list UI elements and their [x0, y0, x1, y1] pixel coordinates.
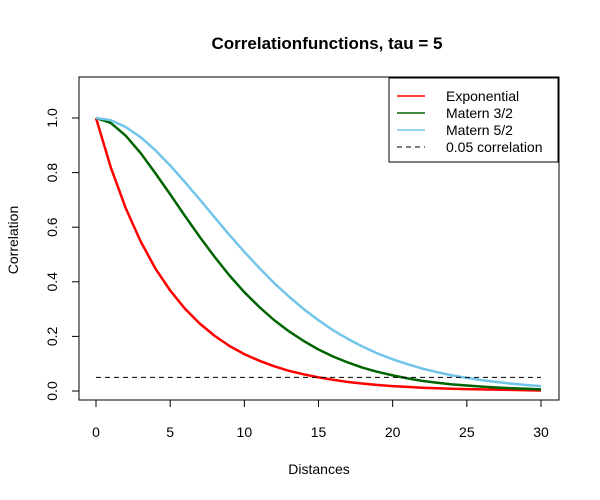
x-tick-label: 5	[166, 424, 174, 440]
series-line-matern-3-2	[95, 116, 542, 391]
x-tick-label: 15	[311, 424, 327, 440]
series-line-exponential	[94, 117, 542, 392]
legend-box	[388, 77, 559, 163]
x-axis-title: Distances	[288, 461, 349, 477]
x-tick-label: 25	[459, 424, 475, 440]
x-tick-label: 10	[237, 424, 253, 440]
y-tick-label: 0.0	[44, 381, 60, 401]
legend-label: Exponential	[446, 88, 519, 104]
y-tick-label: 1.0	[44, 108, 60, 128]
y-axis-title: Correlation	[5, 206, 21, 274]
y-tick-label: 0.6	[44, 217, 60, 237]
x-tick-label: 30	[533, 424, 549, 440]
y-tick-label: 0.4	[44, 272, 60, 292]
y-tick-label: 0.2	[44, 326, 60, 346]
legend-label: Matern 5/2	[446, 122, 513, 138]
series-group	[94, 116, 542, 392]
x-axis: 0 5 10 15 20 25 30	[92, 399, 549, 440]
chart-title: Correlationfunctions, tau = 5	[212, 34, 443, 53]
y-tick-label: 0.8	[44, 163, 60, 183]
legend-label: 0.05 correlation	[446, 139, 543, 155]
x-tick-label: 0	[92, 424, 100, 440]
legend-label: Matern 3/2	[446, 105, 513, 121]
x-tick-label: 20	[385, 424, 401, 440]
y-axis: 0.0 0.2 0.4 0.6 0.8 1.0	[44, 108, 80, 401]
